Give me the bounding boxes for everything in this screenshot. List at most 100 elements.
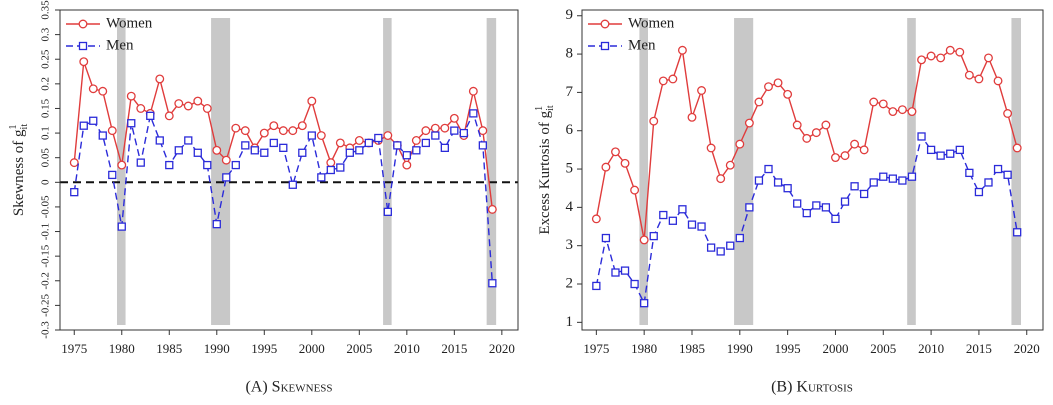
point bbox=[136, 158, 145, 167]
x-tick-label: 2010 bbox=[394, 341, 420, 356]
point bbox=[965, 168, 974, 178]
point bbox=[146, 111, 155, 120]
point bbox=[335, 138, 345, 148]
point bbox=[212, 145, 222, 155]
y-axis-label-sup: 1 bbox=[8, 124, 19, 129]
y-tick-label: -0.25 bbox=[40, 293, 52, 316]
point bbox=[279, 143, 288, 152]
point bbox=[859, 145, 869, 155]
point bbox=[697, 222, 706, 231]
point bbox=[317, 173, 326, 182]
point bbox=[165, 160, 174, 170]
point bbox=[269, 138, 278, 148]
point bbox=[412, 146, 421, 155]
point bbox=[241, 141, 250, 150]
x-tick-label: 1990 bbox=[727, 341, 753, 356]
point bbox=[649, 231, 658, 241]
point bbox=[1003, 170, 1012, 179]
point bbox=[487, 204, 497, 214]
point bbox=[155, 136, 164, 145]
x-tick-label: 1975 bbox=[61, 341, 87, 356]
shaded-band bbox=[117, 18, 126, 325]
point bbox=[69, 158, 79, 168]
x-tick-label: 1995 bbox=[251, 341, 277, 356]
point bbox=[984, 178, 993, 187]
y-tick-label: 0.3 bbox=[40, 27, 52, 41]
point bbox=[478, 141, 487, 150]
point bbox=[611, 147, 620, 157]
point bbox=[345, 148, 354, 157]
point bbox=[108, 170, 117, 180]
y-tick-label: -0.2 bbox=[40, 272, 52, 289]
shaded-band bbox=[639, 18, 648, 325]
x-tick-label: 1980 bbox=[631, 341, 657, 356]
y-tick-label: 0 bbox=[40, 179, 52, 185]
x-tick-label: 1990 bbox=[204, 341, 230, 356]
caption: (A) Skewness bbox=[245, 379, 332, 396]
point bbox=[773, 78, 783, 88]
point bbox=[812, 201, 821, 210]
point bbox=[840, 151, 850, 161]
point bbox=[726, 241, 735, 250]
axes-frame bbox=[581, 9, 1044, 331]
point bbox=[811, 128, 821, 138]
point bbox=[955, 145, 964, 155]
point bbox=[155, 74, 165, 84]
legend-label: Men bbox=[628, 37, 656, 53]
y-tick-label: -0.05 bbox=[40, 195, 52, 218]
point bbox=[840, 197, 850, 206]
legend-marker bbox=[600, 19, 610, 29]
point bbox=[611, 268, 620, 277]
point bbox=[907, 107, 917, 117]
x-tick-label: 2000 bbox=[822, 341, 848, 356]
point bbox=[878, 99, 888, 109]
point bbox=[591, 214, 601, 224]
point bbox=[203, 160, 212, 170]
point bbox=[231, 160, 240, 170]
point bbox=[821, 203, 831, 212]
point bbox=[639, 235, 649, 245]
shaded-band bbox=[486, 18, 497, 325]
point bbox=[620, 158, 630, 168]
point bbox=[687, 220, 697, 229]
point bbox=[1012, 143, 1022, 153]
legend-label: Women bbox=[628, 15, 675, 31]
x-tick-label: 1980 bbox=[109, 341, 135, 356]
point bbox=[821, 120, 831, 130]
point bbox=[668, 216, 678, 225]
point bbox=[1003, 109, 1013, 118]
point bbox=[831, 214, 840, 224]
point bbox=[183, 101, 193, 111]
point bbox=[917, 55, 926, 65]
y-axis-label: Skewness of g1it bbox=[8, 124, 30, 216]
point bbox=[630, 185, 640, 195]
point bbox=[117, 222, 126, 231]
x-tick-label: 2005 bbox=[870, 341, 896, 356]
point bbox=[298, 148, 307, 157]
point bbox=[202, 104, 212, 113]
chart: 1975 1980 1985 1990 1995 2000 2005 2010 2015 2020… bbox=[534, 7, 1044, 396]
point bbox=[898, 176, 907, 185]
series-line bbox=[595, 134, 1018, 306]
point bbox=[831, 153, 840, 162]
point bbox=[354, 136, 364, 145]
point bbox=[89, 116, 98, 125]
point bbox=[450, 126, 459, 135]
x-tick-label: 1985 bbox=[156, 341, 182, 356]
point bbox=[754, 97, 764, 107]
point bbox=[946, 149, 955, 158]
point bbox=[468, 86, 478, 96]
point bbox=[250, 146, 259, 155]
y-tick-label: 2 bbox=[566, 275, 574, 291]
y-axis-label-text: Skewness of g bbox=[11, 129, 27, 216]
x-tick-label: 1995 bbox=[775, 341, 801, 356]
y-axis-label-sub: it bbox=[19, 124, 30, 130]
x-tick-label: 2020 bbox=[489, 341, 515, 356]
point bbox=[984, 53, 993, 63]
point bbox=[879, 172, 888, 181]
point bbox=[136, 104, 146, 113]
point bbox=[231, 123, 241, 133]
point bbox=[888, 107, 898, 117]
point bbox=[706, 143, 716, 153]
y-tick-label: 1 bbox=[566, 314, 574, 330]
